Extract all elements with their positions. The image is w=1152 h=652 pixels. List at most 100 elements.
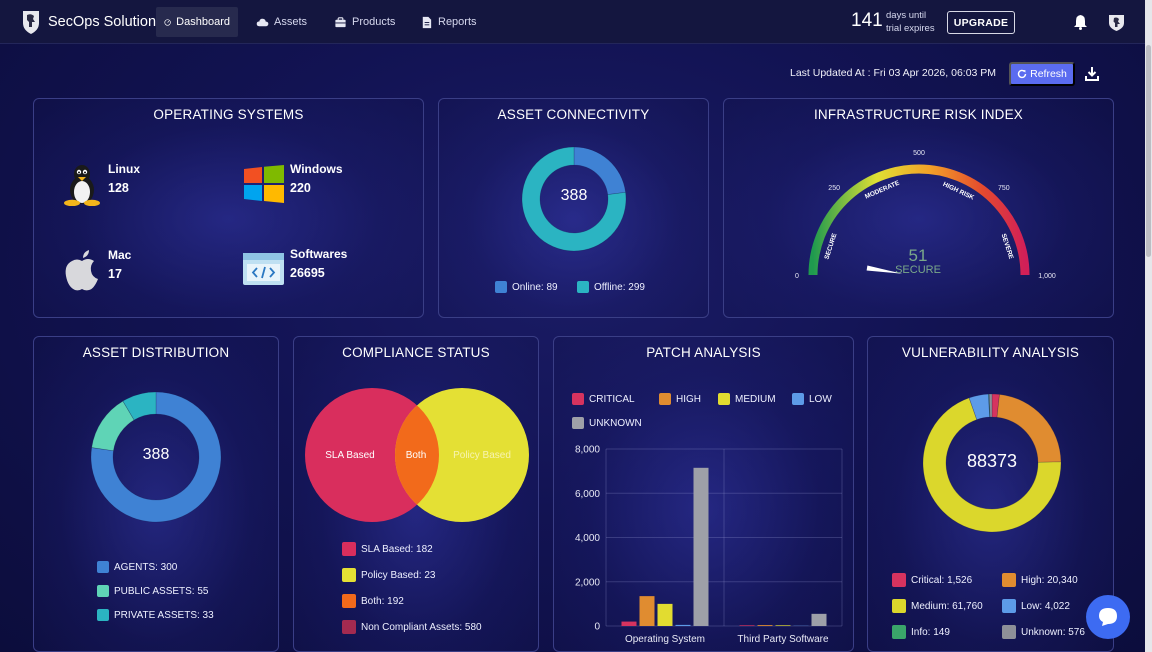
gauge-zone-label: SECURE [824, 232, 839, 261]
bar-high-0[interactable] [639, 596, 655, 626]
nav-dashboard[interactable]: Dashboard [156, 7, 238, 37]
asset-dist-legend-private[interactable]: PRIVATE ASSETS: 33 [97, 609, 214, 621]
refresh-button[interactable]: Refresh [1009, 62, 1075, 86]
vuln-donut[interactable] [922, 393, 1062, 533]
vuln-high-swatch [1002, 573, 1016, 587]
noncompliant-swatch [342, 620, 356, 634]
trial-days-count: 141 [851, 10, 883, 31]
page-scrollbar-thumb[interactable] [1146, 45, 1151, 257]
vuln-critical-swatch [892, 573, 906, 587]
box-icon [335, 16, 346, 27]
patch-unknown-label: UNKNOWN [589, 417, 642, 429]
avatar[interactable] [1108, 13, 1125, 32]
compliance-card: COMPLIANCE STATUS SLA Based Both Policy … [293, 336, 539, 652]
bar-unknown-1[interactable] [811, 613, 827, 626]
vuln-legend-medium[interactable]: Medium: 61,760 [892, 599, 983, 613]
donut-slice-public[interactable] [91, 400, 135, 452]
noncompliant-label: Non Compliant Assets: 580 [361, 621, 482, 633]
asset-dist-donut[interactable] [90, 391, 222, 523]
page-scrollbar[interactable] [1145, 0, 1152, 652]
connectivity-legend-online[interactable]: Online: 89 [495, 281, 558, 293]
brand-logo-icon [23, 11, 39, 34]
connectivity-donut[interactable] [521, 146, 627, 252]
vuln-low-label: Low: 4,022 [1021, 600, 1070, 612]
os-softwares-name: Softwares [290, 246, 348, 261]
bar-low-0[interactable] [675, 624, 691, 626]
offline-label: Offline: 299 [594, 281, 645, 293]
chat-button[interactable] [1086, 595, 1130, 639]
compliance-title: COMPLIANCE STATUS [342, 345, 490, 360]
windows-icon [244, 165, 284, 203]
gauge-zone-label: SEVERE [1000, 233, 1015, 261]
linux-icon [64, 165, 100, 206]
venn-policy-label: Policy Based [453, 450, 511, 461]
vuln-legend-high[interactable]: High: 20,340 [1002, 573, 1078, 587]
asset-dist-legend-agents[interactable]: AGENTS: 300 [97, 561, 177, 573]
refresh-icon [1017, 69, 1027, 79]
bar-medium-1[interactable] [775, 625, 791, 626]
vuln-legend-info[interactable]: Info: 149 [892, 625, 950, 639]
vuln-medium-swatch [892, 599, 906, 613]
vuln-title: VULNERABILITY ANALYSIS [901, 345, 1080, 360]
patch-medium-label: MEDIUM [735, 393, 776, 405]
donut-slice-agents[interactable] [90, 391, 222, 523]
donut-slice-low[interactable] [968, 393, 990, 420]
download-icon[interactable] [1085, 66, 1099, 81]
asset-dist-legend-public[interactable]: PUBLIC ASSETS: 55 [97, 585, 209, 597]
bar-unknown-0[interactable] [693, 467, 709, 626]
compliance-legend-both[interactable]: Both: 192 [342, 594, 404, 608]
vuln-legend-critical[interactable]: Critical: 1,526 [892, 573, 972, 587]
apple-icon [65, 250, 98, 291]
brand[interactable]: SecOps Solution [20, 9, 156, 35]
bar-critical-0[interactable] [621, 621, 637, 626]
patch-critical-swatch [572, 393, 584, 405]
os-linux-name: Linux [108, 161, 140, 176]
chart-x-tick-label: Third Party Software [737, 634, 829, 645]
os-card-title: OPERATING SYSTEMS [153, 107, 304, 122]
patch-legend-critical[interactable]: CRITICAL [572, 393, 635, 405]
patch-legend-unknown[interactable]: UNKNOWN [572, 417, 642, 429]
nav-products[interactable]: Products [326, 7, 403, 37]
bar-medium-0[interactable] [657, 603, 673, 626]
risk-status: SECURE [895, 264, 941, 276]
compliance-legend-sla[interactable]: SLA Based: 182 [342, 542, 433, 556]
donut-slice-offline[interactable] [521, 146, 627, 252]
nav-assets[interactable]: Assets [248, 7, 315, 37]
patch-legend-high[interactable]: HIGH [659, 393, 701, 405]
os-softwares-value: 26695 [290, 265, 325, 280]
donut-slice-critical[interactable] [991, 393, 1000, 418]
compliance-legend-noncompliant[interactable]: Non Compliant Assets: 580 [342, 620, 482, 634]
asset-dist-title: ASSET DISTRIBUTION [82, 345, 230, 360]
brand-name: SecOps Solution [48, 14, 157, 30]
nav-reports[interactable]: Reports [412, 7, 485, 37]
patch-legend-low[interactable]: LOW [792, 393, 832, 405]
compliance-legend-policy[interactable]: Policy Based: 23 [342, 568, 436, 582]
venn-both-region[interactable] [395, 388, 529, 522]
patch-medium-swatch [718, 393, 730, 405]
connectivity-legend-offline[interactable]: Offline: 299 [577, 281, 645, 293]
venn-sla-label: SLA Based [325, 450, 374, 461]
patch-legend-medium[interactable]: MEDIUM [718, 393, 776, 405]
donut-slice-info[interactable] [988, 393, 991, 418]
vuln-medium-label: Medium: 61,760 [911, 600, 983, 612]
vuln-legend-unknown[interactable]: Unknown: 576 [1002, 625, 1085, 639]
document-icon [422, 16, 432, 28]
bar-critical-1[interactable] [739, 625, 755, 626]
gauge-tick-label: 250 [828, 185, 840, 192]
nav-dashboard-label: Dashboard [176, 16, 230, 28]
donut-slice-medium[interactable] [922, 397, 1062, 533]
bar-high-1[interactable] [757, 625, 773, 626]
donut-slice-private[interactable] [122, 391, 157, 421]
connectivity-title: ASSET CONNECTIVITY [497, 107, 650, 122]
online-swatch [495, 281, 507, 293]
donut-slice-unknown[interactable] [988, 393, 993, 418]
bell-icon[interactable] [1073, 14, 1088, 30]
upgrade-button[interactable]: UPGRADE [947, 11, 1015, 34]
gauge-tick-label: 0 [795, 273, 799, 280]
vuln-unknown-swatch [1002, 625, 1016, 639]
both-swatch [342, 594, 356, 608]
os-item-softwares: Softwares 26695 [243, 247, 347, 285]
donut-slice-high[interactable] [996, 394, 1062, 463]
donut-slice-online[interactable] [573, 146, 626, 195]
vuln-legend-low[interactable]: Low: 4,022 [1002, 599, 1070, 613]
